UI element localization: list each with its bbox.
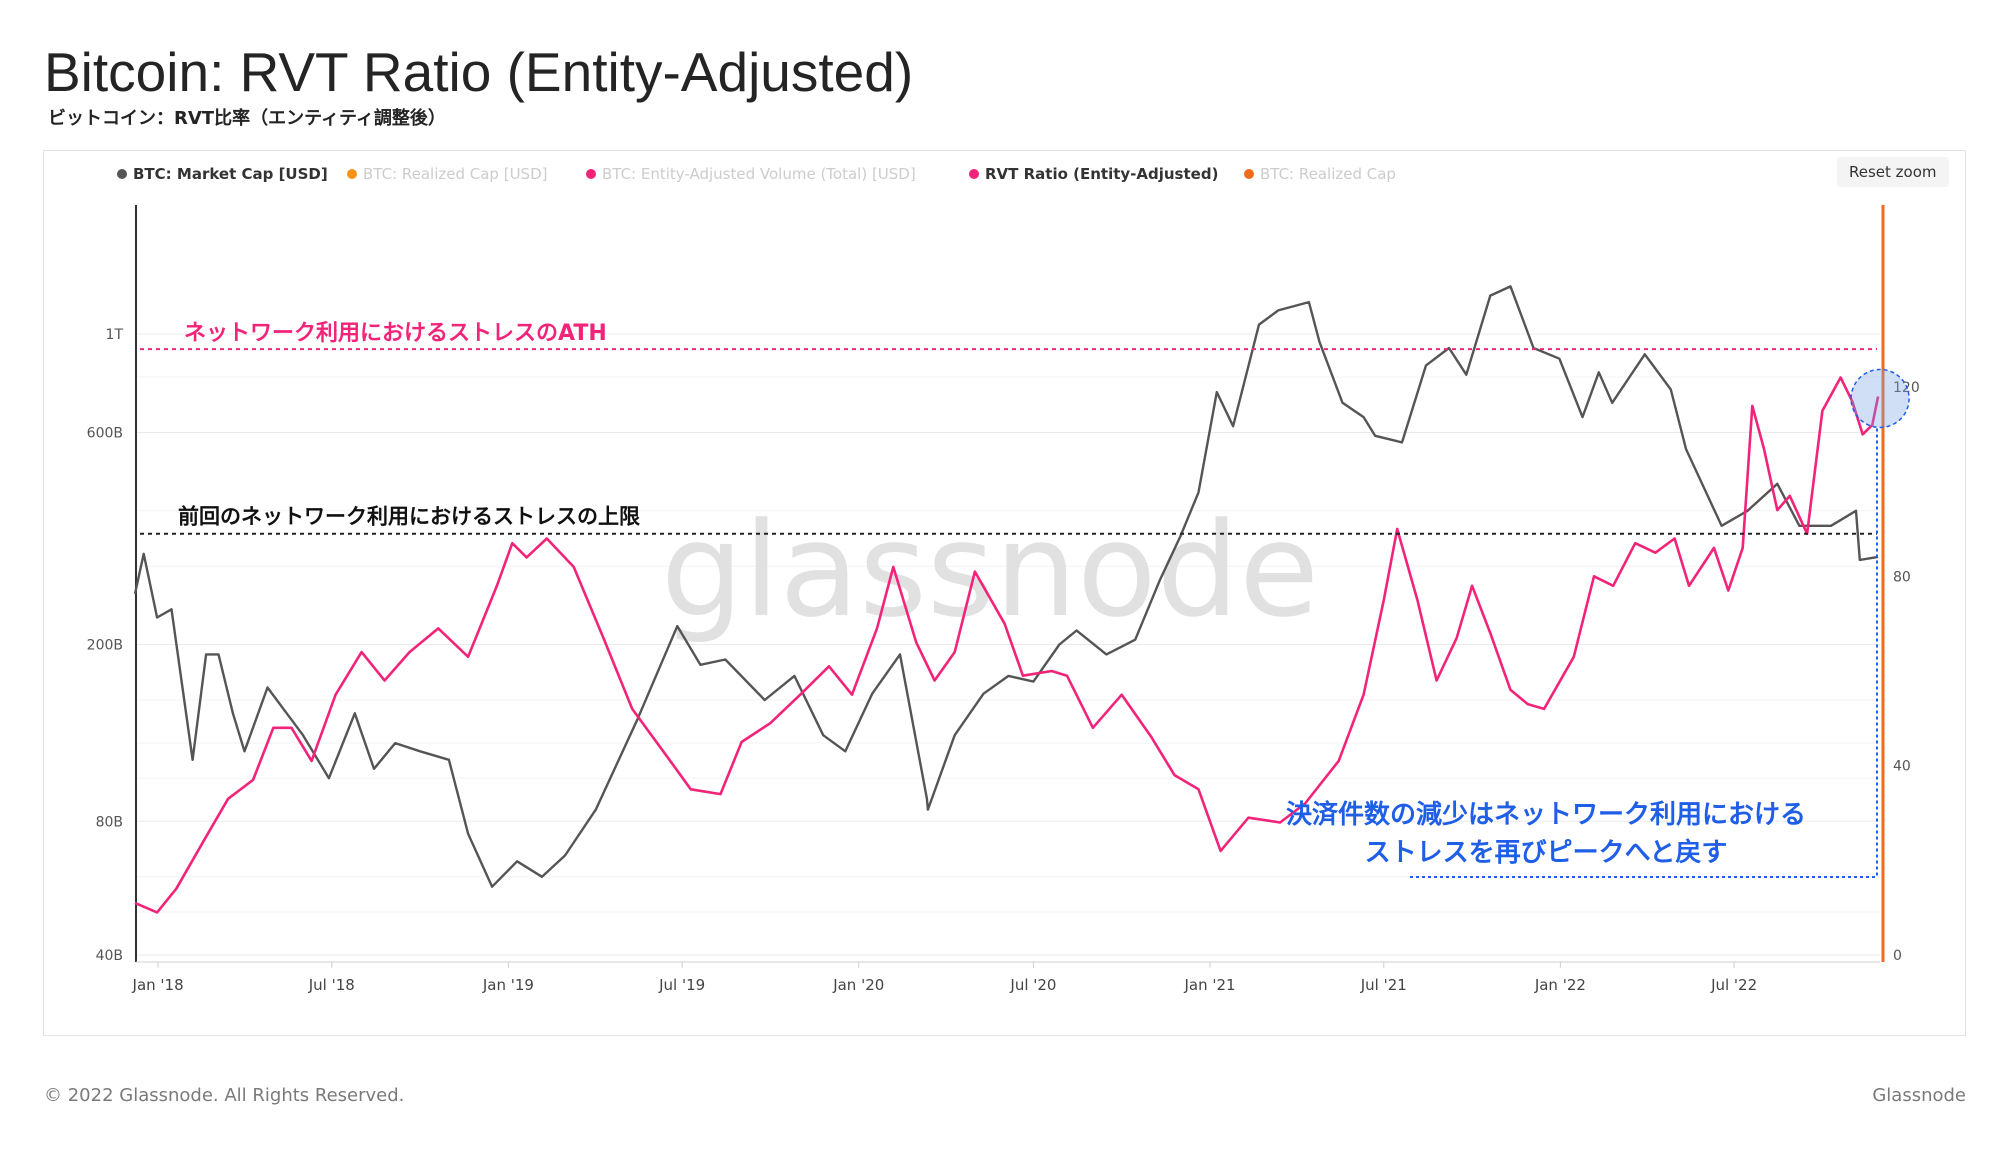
legend-item[interactable]: BTC: Market Cap [USD]	[133, 165, 328, 183]
y-right-tick-label: 0	[1893, 948, 1902, 964]
y-right-tick-label: 40	[1893, 759, 1911, 775]
footer-brand: Glassnode	[1872, 1085, 1966, 1106]
x-tick-label: Jan '22	[1534, 976, 1586, 994]
highlight-circle	[1850, 368, 1910, 429]
series-market-cap-line	[133, 285, 1879, 888]
x-tick-label: Jul '22	[1710, 976, 1757, 994]
x-tick-label: Jan '20	[832, 976, 884, 994]
legend-marker[interactable]	[969, 169, 979, 179]
legend-marker[interactable]	[586, 169, 596, 179]
legend-marker[interactable]	[117, 169, 127, 179]
x-tick-label: Jul '18	[308, 976, 355, 994]
reset-zoom-button[interactable]: Reset zoom	[1837, 157, 1949, 187]
page-title: Bitcoin: RVT Ratio (Entity-Adjusted)	[44, 41, 914, 103]
x-tick-label: Jul '20	[1009, 976, 1056, 994]
legend-item[interactable]: BTC: Entity-Adjusted Volume (Total) [USD…	[602, 165, 916, 183]
series-rvt-ratio-line	[134, 376, 1880, 914]
chart-panel	[43, 150, 1966, 1036]
y-left-tick-label: 600B	[87, 426, 123, 442]
legend-marker[interactable]	[347, 169, 357, 179]
x-tick-label: Jan '21	[1183, 976, 1235, 994]
y-right-tick-label: 80	[1893, 569, 1911, 585]
annotation-note-line2: ストレスを再びピークへと戻す	[1365, 838, 1728, 868]
legend-marker[interactable]	[1244, 169, 1254, 179]
y-left-tick-label: 1T	[106, 327, 124, 343]
footer-copyright: © 2022 Glassnode. All Rights Reserved.	[44, 1085, 405, 1106]
page-subtitle: ビットコイン：RVT比率（エンティティ調整後）	[48, 108, 446, 129]
watermark: glassnode	[661, 494, 1319, 646]
y-left-tick-label: 80B	[96, 814, 123, 830]
previous-high-annotation-label: 前回のネットワーク利用におけるストレスの上限	[178, 505, 640, 529]
x-tick-label: Jan '19	[482, 976, 534, 994]
ath-annotation-label: ネットワーク利用におけるストレスのATH	[184, 321, 607, 346]
annotation-note-line1: 決済件数の減少はネットワーク利用における	[1286, 799, 1806, 830]
x-tick-label: Jul '21	[1360, 976, 1407, 994]
legend-item[interactable]: BTC: Realized Cap	[1260, 165, 1396, 183]
y-left-tick-label: 40B	[96, 948, 123, 964]
x-tick-label: Jul '19	[658, 976, 705, 994]
legend-item[interactable]: RVT Ratio (Entity-Adjusted)	[985, 165, 1218, 183]
legend-item[interactable]: BTC: Realized Cap [USD]	[363, 165, 547, 183]
x-tick-label: Jan '18	[132, 976, 184, 994]
y-left-tick-label: 200B	[87, 638, 123, 654]
